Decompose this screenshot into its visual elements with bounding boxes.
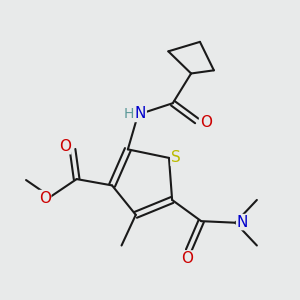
- Text: H: H: [123, 107, 134, 121]
- Text: N: N: [135, 106, 146, 122]
- Text: N: N: [237, 214, 248, 230]
- Text: O: O: [200, 115, 212, 130]
- Text: O: O: [39, 190, 51, 206]
- Text: O: O: [181, 251, 193, 266]
- Text: S: S: [171, 150, 181, 165]
- Text: O: O: [58, 139, 70, 154]
